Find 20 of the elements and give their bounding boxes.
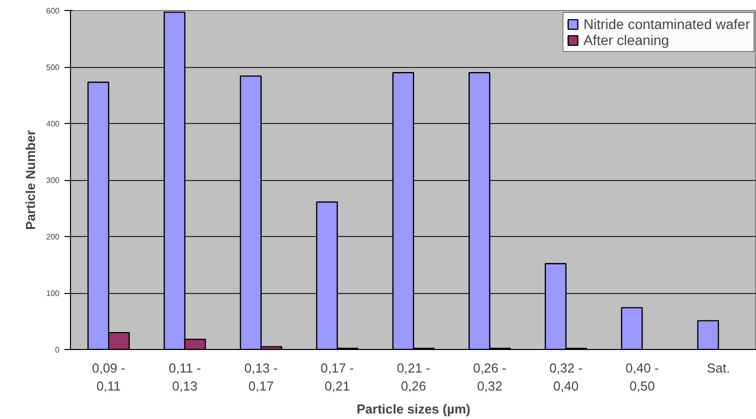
x-tick-label: 0,32 - 0,40 xyxy=(549,360,583,394)
x-tick-label: 0,17 - 0,21 xyxy=(320,360,354,394)
y-tick-label: 500 xyxy=(46,63,60,72)
x-tick-label: 0,40 - 0,50 xyxy=(626,360,659,394)
x-tick-label: Sat. xyxy=(706,360,730,376)
x-axis-title: Particle sizes (µm) xyxy=(356,402,470,416)
x-tick-label: 0,09 - 0,11 xyxy=(92,360,126,394)
x-tick-label: 0,13 - 0,17 xyxy=(244,360,278,394)
y-tick-label: 300 xyxy=(46,176,60,185)
x-tick-label: 0,26 - 0,32 xyxy=(473,360,506,394)
legend-label: Nitride contaminated wafer xyxy=(583,16,750,32)
y-tick-label: 100 xyxy=(46,289,60,298)
x-tick-label: 0,11 - 0,13 xyxy=(168,360,201,394)
y-tick-label: 600 xyxy=(46,6,60,16)
y-axis-title: Particle Number xyxy=(23,130,38,230)
y-tick-label: 0 xyxy=(55,346,60,354)
x-tick-label: 0,21 - 0,26 xyxy=(396,360,430,394)
legend-label: After cleaning xyxy=(583,32,670,48)
y-tick-label: 400 xyxy=(46,120,60,128)
y-tick-label: 200 xyxy=(46,232,60,242)
